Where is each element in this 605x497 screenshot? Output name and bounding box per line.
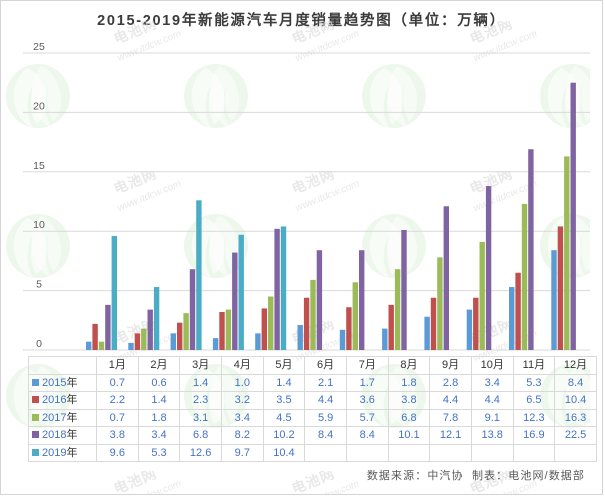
svg-text:25: 25 bbox=[33, 41, 45, 53]
svg-text:10: 10 bbox=[33, 219, 45, 231]
svg-text:5: 5 bbox=[36, 279, 42, 291]
svg-text:15: 15 bbox=[33, 160, 45, 172]
svg-text:20: 20 bbox=[33, 100, 45, 112]
svg-text:0: 0 bbox=[36, 338, 42, 350]
